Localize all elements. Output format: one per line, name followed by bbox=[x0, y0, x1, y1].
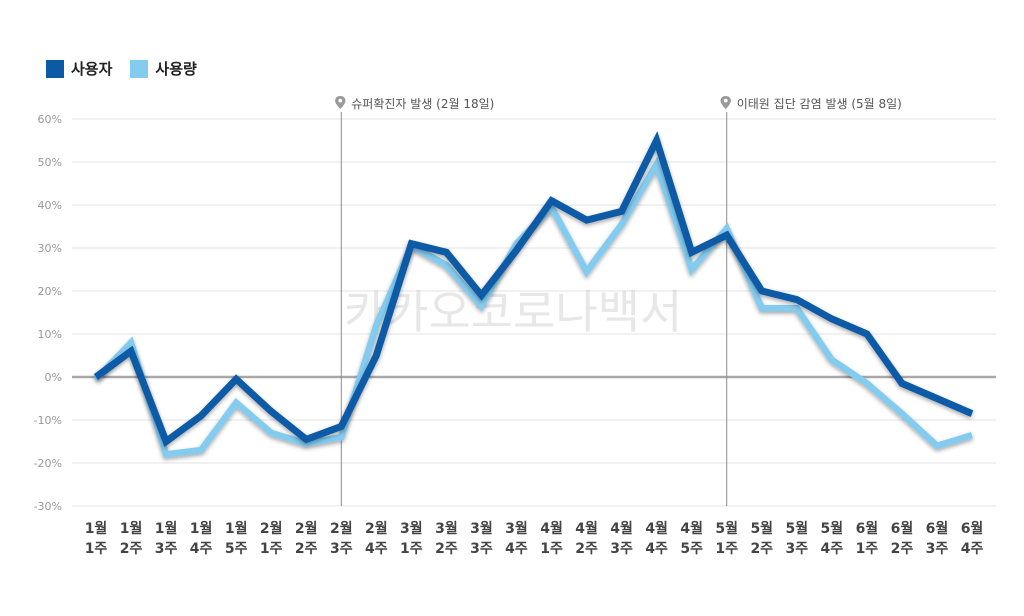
x-tick-label-month: 1월 bbox=[85, 520, 108, 537]
y-tick-label: 60% bbox=[38, 113, 62, 126]
x-tick-label-week: 1주 bbox=[400, 541, 423, 557]
x-tick-label-week: 2주 bbox=[891, 541, 914, 557]
location-pin-icon bbox=[335, 96, 346, 109]
x-tick-label-month: 3월 bbox=[470, 520, 493, 537]
x-tick-label-week: 1주 bbox=[85, 541, 108, 557]
y-tick-label: 50% bbox=[38, 156, 62, 169]
x-tick-label-week: 5주 bbox=[680, 541, 703, 557]
x-tick-label-week: 3주 bbox=[926, 541, 949, 557]
x-tick-label-month: 1월 bbox=[120, 520, 143, 537]
legend: 사용자 사용량 bbox=[46, 58, 215, 79]
x-tick-label-week: 4주 bbox=[821, 541, 844, 557]
x-tick-label-week: 3주 bbox=[610, 541, 633, 557]
x-tick-label-week: 5주 bbox=[225, 541, 248, 557]
y-tick-label: 10% bbox=[38, 328, 62, 341]
x-tick-label-week: 2주 bbox=[295, 541, 318, 557]
x-tick-label-month: 5월 bbox=[715, 520, 738, 537]
x-tick-label-month: 2월 bbox=[260, 520, 283, 537]
annotation-label: 슈퍼확진자 발생 (2월 18일) bbox=[351, 97, 494, 111]
y-tick-label: -20% bbox=[34, 457, 62, 470]
x-tick-label-week: 4주 bbox=[190, 541, 213, 557]
x-tick-label-week: 2주 bbox=[120, 541, 143, 557]
x-tick-label-month: 2월 bbox=[295, 520, 318, 537]
x-tick-label-month: 2월 bbox=[330, 520, 353, 537]
x-tick-label-month: 1월 bbox=[155, 520, 178, 537]
y-tick-label: 40% bbox=[38, 199, 62, 212]
legend-item-users: 사용자 bbox=[46, 58, 112, 79]
y-tick-label: 20% bbox=[38, 285, 62, 298]
x-tick-label-month: 4월 bbox=[575, 520, 598, 537]
series-line-users bbox=[93, 131, 974, 448]
x-tick-label-month: 5월 bbox=[750, 520, 773, 537]
x-tick-label-month: 6월 bbox=[961, 520, 984, 537]
legend-label-users: 사용자 bbox=[71, 60, 113, 78]
x-tick-label-month: 4월 bbox=[540, 520, 563, 537]
location-pin-icon bbox=[720, 96, 731, 109]
x-tick-label-month: 4월 bbox=[645, 520, 668, 537]
x-tick-label-week: 4주 bbox=[645, 541, 668, 557]
watermark: 카카오코로나백서 bbox=[344, 285, 683, 339]
x-tick-label-month: 1월 bbox=[225, 520, 248, 537]
legend-swatch-usage bbox=[130, 59, 149, 78]
x-tick-label-month: 5월 bbox=[821, 520, 844, 537]
x-tick-label-week: 4주 bbox=[961, 541, 984, 557]
x-tick-label-month: 6월 bbox=[856, 520, 879, 537]
x-tick-label-month: 5월 bbox=[785, 520, 808, 537]
x-tick-label-week: 2주 bbox=[750, 541, 773, 557]
x-tick-label-month: 6월 bbox=[926, 520, 949, 537]
x-tick-label-week: 4주 bbox=[365, 541, 388, 557]
x-tick-label-week: 4주 bbox=[505, 541, 528, 557]
y-tick-label: 30% bbox=[38, 242, 62, 255]
x-tick-label-week: 3주 bbox=[785, 541, 808, 557]
x-tick-label-month: 3월 bbox=[400, 520, 423, 537]
y-tick-label: 0% bbox=[45, 371, 62, 384]
x-tick-label-week: 3주 bbox=[155, 541, 178, 557]
legend-label-usage: 사용량 bbox=[155, 60, 197, 78]
x-tick-label-month: 4월 bbox=[680, 520, 703, 537]
x-tick-label-week: 1주 bbox=[715, 541, 738, 557]
x-tick-label-week: 2주 bbox=[435, 541, 458, 557]
x-tick-label-month: 2월 bbox=[365, 520, 388, 537]
x-tick-label-week: 2주 bbox=[575, 541, 598, 557]
x-tick-label-week: 3주 bbox=[470, 541, 493, 557]
x-tick-label-week: 1주 bbox=[540, 541, 563, 557]
x-tick-label-month: 3월 bbox=[505, 520, 528, 537]
x-tick-label-month: 1월 bbox=[190, 520, 213, 537]
x-tick-label-month: 3월 bbox=[435, 520, 458, 537]
x-tick-label-week: 1주 bbox=[856, 541, 879, 557]
legend-item-usage: 사용량 bbox=[130, 58, 197, 79]
y-tick-label: -10% bbox=[34, 414, 62, 427]
legend-swatch-users bbox=[46, 59, 64, 78]
x-tick-label-week: 1주 bbox=[260, 541, 283, 557]
x-tick-label-month: 6월 bbox=[891, 520, 914, 537]
x-tick-label-week: 3주 bbox=[330, 541, 353, 557]
annotation-label: 이태원 집단 감염 발생 (5월 8일) bbox=[737, 97, 902, 111]
y-tick-label: -30% bbox=[34, 500, 62, 513]
x-tick-label-month: 4월 bbox=[610, 520, 633, 537]
